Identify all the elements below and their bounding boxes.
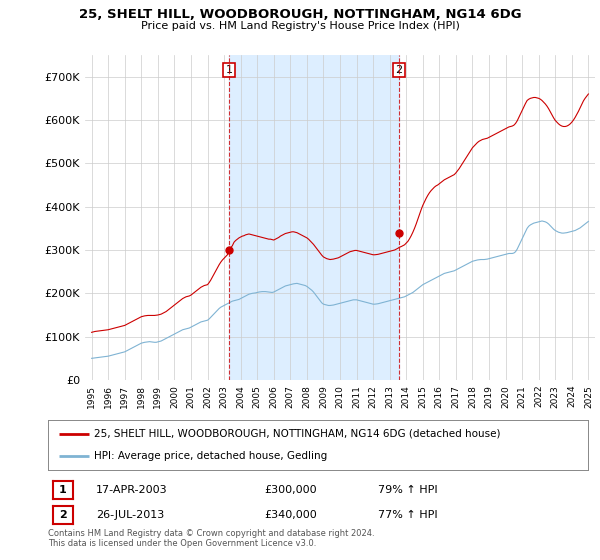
- Text: 1: 1: [226, 65, 232, 74]
- Text: £340,000: £340,000: [264, 510, 317, 520]
- Text: Price paid vs. HM Land Registry's House Price Index (HPI): Price paid vs. HM Land Registry's House …: [140, 21, 460, 31]
- Text: 2: 2: [59, 510, 67, 520]
- Text: 1: 1: [59, 485, 67, 495]
- Text: 26-JUL-2013: 26-JUL-2013: [96, 510, 164, 520]
- Text: Contains HM Land Registry data © Crown copyright and database right 2024.
This d: Contains HM Land Registry data © Crown c…: [48, 529, 374, 548]
- Text: 25, SHELT HILL, WOODBOROUGH, NOTTINGHAM, NG14 6DG (detached house): 25, SHELT HILL, WOODBOROUGH, NOTTINGHAM,…: [94, 429, 500, 439]
- Text: 17-APR-2003: 17-APR-2003: [96, 485, 167, 495]
- Text: HPI: Average price, detached house, Gedling: HPI: Average price, detached house, Gedl…: [94, 451, 327, 461]
- Text: 25, SHELT HILL, WOODBOROUGH, NOTTINGHAM, NG14 6DG: 25, SHELT HILL, WOODBOROUGH, NOTTINGHAM,…: [79, 8, 521, 21]
- Bar: [229, 55, 399, 380]
- Text: 77% ↑ HPI: 77% ↑ HPI: [378, 510, 437, 520]
- Text: 2: 2: [395, 65, 403, 74]
- Text: 79% ↑ HPI: 79% ↑ HPI: [378, 485, 437, 495]
- Text: £300,000: £300,000: [264, 485, 317, 495]
